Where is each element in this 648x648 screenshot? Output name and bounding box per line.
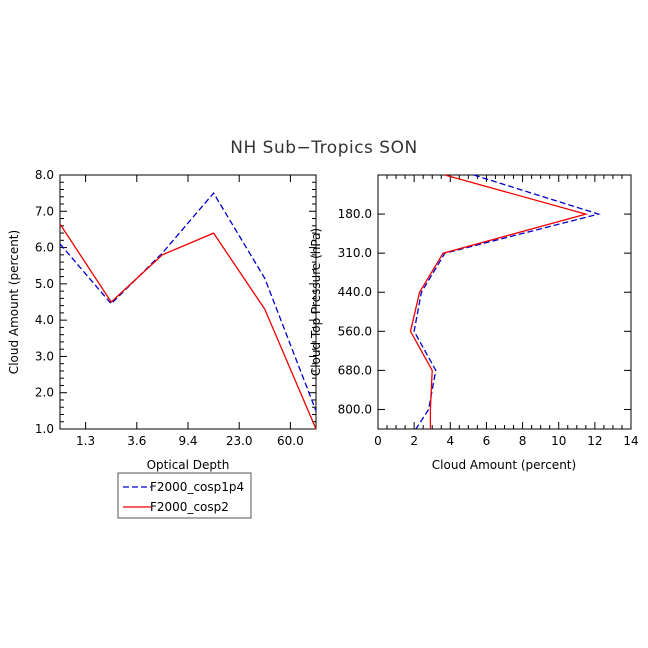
right-y-tick-label: 680.0	[338, 363, 372, 377]
legend-label-cosp1p4: F2000_cosp1p4	[150, 480, 244, 494]
left-y-tick-label: 4.0	[35, 313, 54, 327]
right-x-tick-label: 4	[446, 434, 454, 448]
left-y-tick-label: 6.0	[35, 241, 54, 255]
right-series-line-cosp2	[409, 174, 589, 429]
right-x-axis-label: Cloud Amount (percent)	[432, 458, 576, 472]
right-x-tick-label: 8	[519, 434, 527, 448]
left-x-tick-label: 1.3	[76, 434, 95, 448]
right-x-tick-label: 14	[623, 434, 638, 448]
left-y-tick-label: 8.0	[35, 168, 54, 182]
left-y-tick-label: 3.0	[35, 349, 54, 363]
right-y-tick-label: 440.0	[338, 285, 372, 299]
right-x-tick-label: 6	[483, 434, 491, 448]
left-panel: 1.0 2.0 3.0 4.0 5.0 6.0 7.0 8.0 1.3 3.6 9.4 23.0 60.…	[7, 168, 317, 472]
left-y-tick-label: 1.0	[35, 422, 54, 436]
left-y-tick-label: 2.0	[35, 386, 54, 400]
legend: F2000_cosp1p4 F2000_cosp2	[117, 472, 252, 519]
right-y-tick-label: 560.0	[338, 324, 372, 338]
right-plot-frame	[377, 174, 632, 430]
left-x-tick-label: 23.0	[226, 434, 253, 448]
legend-label-cosp2: F2000_cosp2	[150, 500, 229, 514]
right-x-tick-label: 0	[374, 434, 382, 448]
chart-title: NH Sub−Tropics SON	[230, 138, 417, 158]
left-y-axis-label: Cloud Amount (percent)	[7, 230, 21, 374]
left-x-tick-label: 9.4	[178, 434, 197, 448]
right-x-tick-label: 12	[587, 434, 602, 448]
right-x-tick-label: 2	[410, 434, 418, 448]
right-y-tick-label: 310.0	[338, 246, 372, 260]
left-x-axis-label: Optical Depth	[147, 458, 230, 472]
left-x-tick-label: 60.0	[277, 434, 304, 448]
left-plot-frame	[59, 174, 317, 430]
left-series-line-cosp1p4	[59, 191, 317, 412]
left-series-line-cosp2	[59, 223, 317, 430]
left-y-tick-label: 7.0	[35, 204, 54, 218]
legend-box	[117, 472, 252, 519]
right-series-line-cosp1p4	[413, 174, 601, 430]
right-x-tick-label: 10	[551, 434, 566, 448]
left-x-tick-label: 3.6	[127, 434, 146, 448]
left-y-tick-label: 5.0	[35, 277, 54, 291]
right-y-tick-label: 180.0	[338, 207, 372, 221]
right-y-tick-label: 800.0	[338, 402, 372, 416]
right-y-axis-label: Cloud Top Pressure (hPa)	[309, 228, 323, 376]
right-panel: 0 2 4 6 8 10 12 14 180.0 310.0 440.0 560.0 680.0 800.…	[309, 174, 639, 472]
